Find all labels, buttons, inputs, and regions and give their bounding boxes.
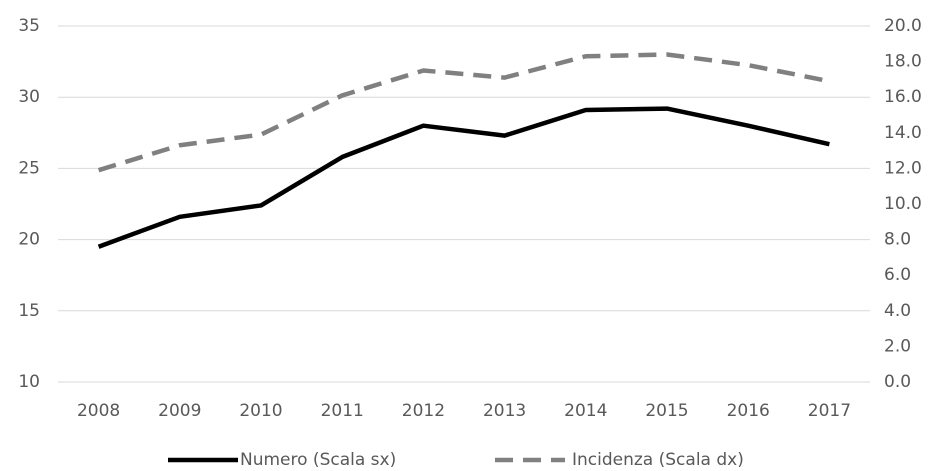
y2-tick-label: 2.0	[884, 336, 911, 356]
x-tick-label: 2009	[158, 401, 201, 421]
x-tick-label: 2010	[239, 401, 282, 421]
x-tick-label: 2017	[808, 401, 851, 421]
y-tick-label: 20	[18, 230, 40, 250]
y2-tick-label: 4.0	[884, 301, 911, 321]
legend-label: Numero (Scala sx)	[240, 450, 396, 470]
y2-tick-label: 20.0	[884, 16, 922, 36]
y2-tick-label: 10.0	[884, 194, 922, 214]
y-tick-label: 10	[18, 372, 40, 392]
x-tick-label: 2013	[483, 401, 526, 421]
y2-tick-label: 14.0	[884, 123, 922, 143]
x-tick-label: 2011	[321, 401, 364, 421]
y-tick-label: 35	[18, 16, 40, 36]
y2-tick-label: 8.0	[884, 230, 911, 250]
y-tick-label: 25	[18, 158, 40, 178]
y2-tick-label: 6.0	[884, 265, 911, 285]
y2-tick-label: 0.0	[884, 372, 911, 392]
x-tick-label: 2008	[77, 401, 120, 421]
x-tick-label: 2014	[564, 401, 607, 421]
y2-tick-label: 16.0	[884, 87, 922, 107]
x-tick-label: 2012	[402, 401, 445, 421]
x-tick-label: 2015	[645, 401, 688, 421]
y2-tick-label: 18.0	[884, 52, 922, 72]
series-line	[97, 52, 830, 173]
x-tick-label: 2016	[727, 401, 770, 421]
y-tick-label: 30	[18, 87, 40, 107]
y2-tick-label: 12.0	[884, 158, 922, 178]
series-line	[97, 106, 830, 249]
legend-label: Incidenza (Scala dx)	[572, 450, 744, 470]
y-tick-label: 15	[18, 301, 40, 321]
